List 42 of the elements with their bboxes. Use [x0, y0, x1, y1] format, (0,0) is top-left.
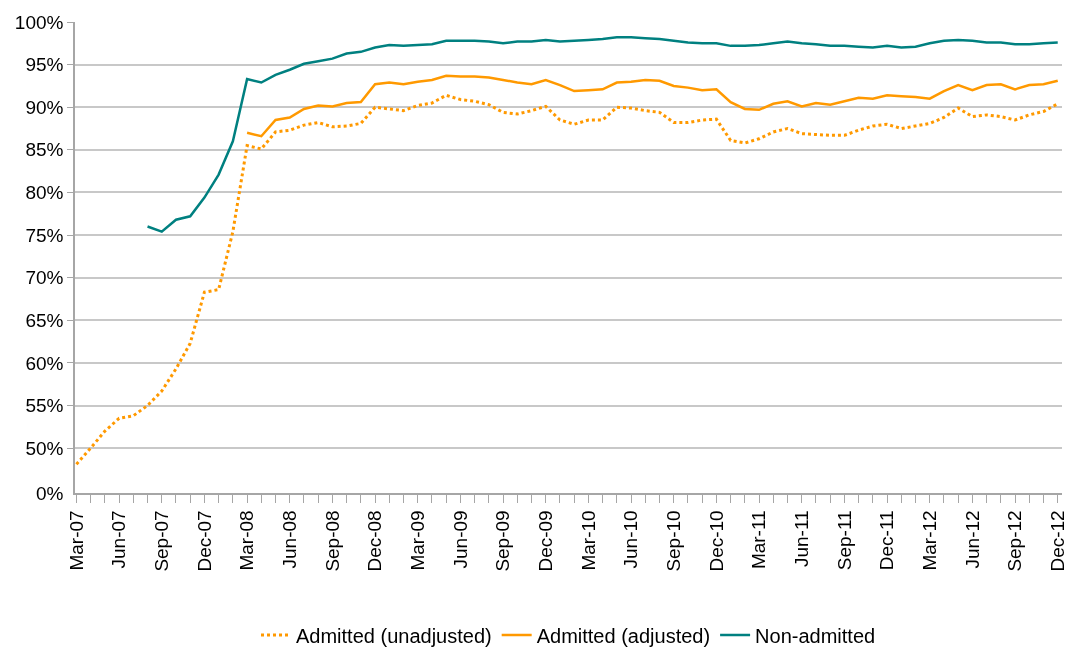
x-tick-label: Dec-11 [876, 510, 898, 571]
x-tick-label: Dec-09 [534, 510, 556, 572]
x-tick-label: Jun-12 [961, 510, 983, 569]
x-tick-label: Mar-11 [748, 510, 770, 570]
x-tick-label: Dec-07 [193, 510, 215, 572]
x-tick-label: Jun-10 [620, 510, 642, 569]
x-tick-label: Mar-12 [918, 510, 940, 571]
y-tick-label: 90% [25, 96, 64, 118]
x-tick-label: Sep-07 [150, 510, 172, 572]
x-tick-label: Dec-12 [1046, 510, 1068, 572]
y-tick-label: 70% [25, 267, 64, 289]
x-tick-label: Mar-08 [236, 510, 258, 571]
x-tick-label: Sep-12 [1004, 510, 1026, 572]
y-tick-label: 65% [25, 309, 64, 331]
line-series [245, 74, 1059, 138]
legend-label: Non-admitted [755, 624, 876, 647]
x-tick-label: Sep-10 [662, 510, 684, 572]
y-tick-label: 75% [25, 224, 64, 246]
y-tick-label: 95% [25, 54, 64, 76]
x-tick-label: Mar-10 [577, 510, 599, 571]
x-tick-label: Jun-07 [108, 510, 130, 569]
legend-label: Admitted (adjusted) [536, 624, 711, 647]
y-tick-label: 80% [25, 182, 64, 204]
x-tick-label: Jun-08 [278, 510, 300, 569]
y-tick-label: 100% [14, 11, 64, 33]
x-tick-label: Jun-09 [449, 510, 471, 569]
y-tick-label: 55% [25, 395, 64, 417]
x-tick-label: Dec-10 [705, 510, 727, 572]
legend-label: Admitted (unadjusted) [296, 624, 492, 647]
x-tick-label: Sep-09 [492, 510, 514, 572]
text: 0% [36, 483, 64, 504]
x-tick-label: Dec-08 [364, 510, 386, 572]
line-series [146, 36, 1059, 233]
line-series [75, 93, 1060, 466]
x-tick-label: Mar-09 [406, 510, 428, 571]
y-tick-label: 85% [25, 139, 64, 161]
x-tick-label: Sep-08 [321, 510, 343, 572]
x-tick-label: Sep-11 [833, 510, 855, 571]
x-tick-label: Jun-11 [790, 510, 812, 568]
y-tick-label: 60% [25, 352, 64, 374]
y-tick-label: 50% [25, 437, 64, 459]
x-tick-label: Mar-07 [65, 510, 87, 571]
